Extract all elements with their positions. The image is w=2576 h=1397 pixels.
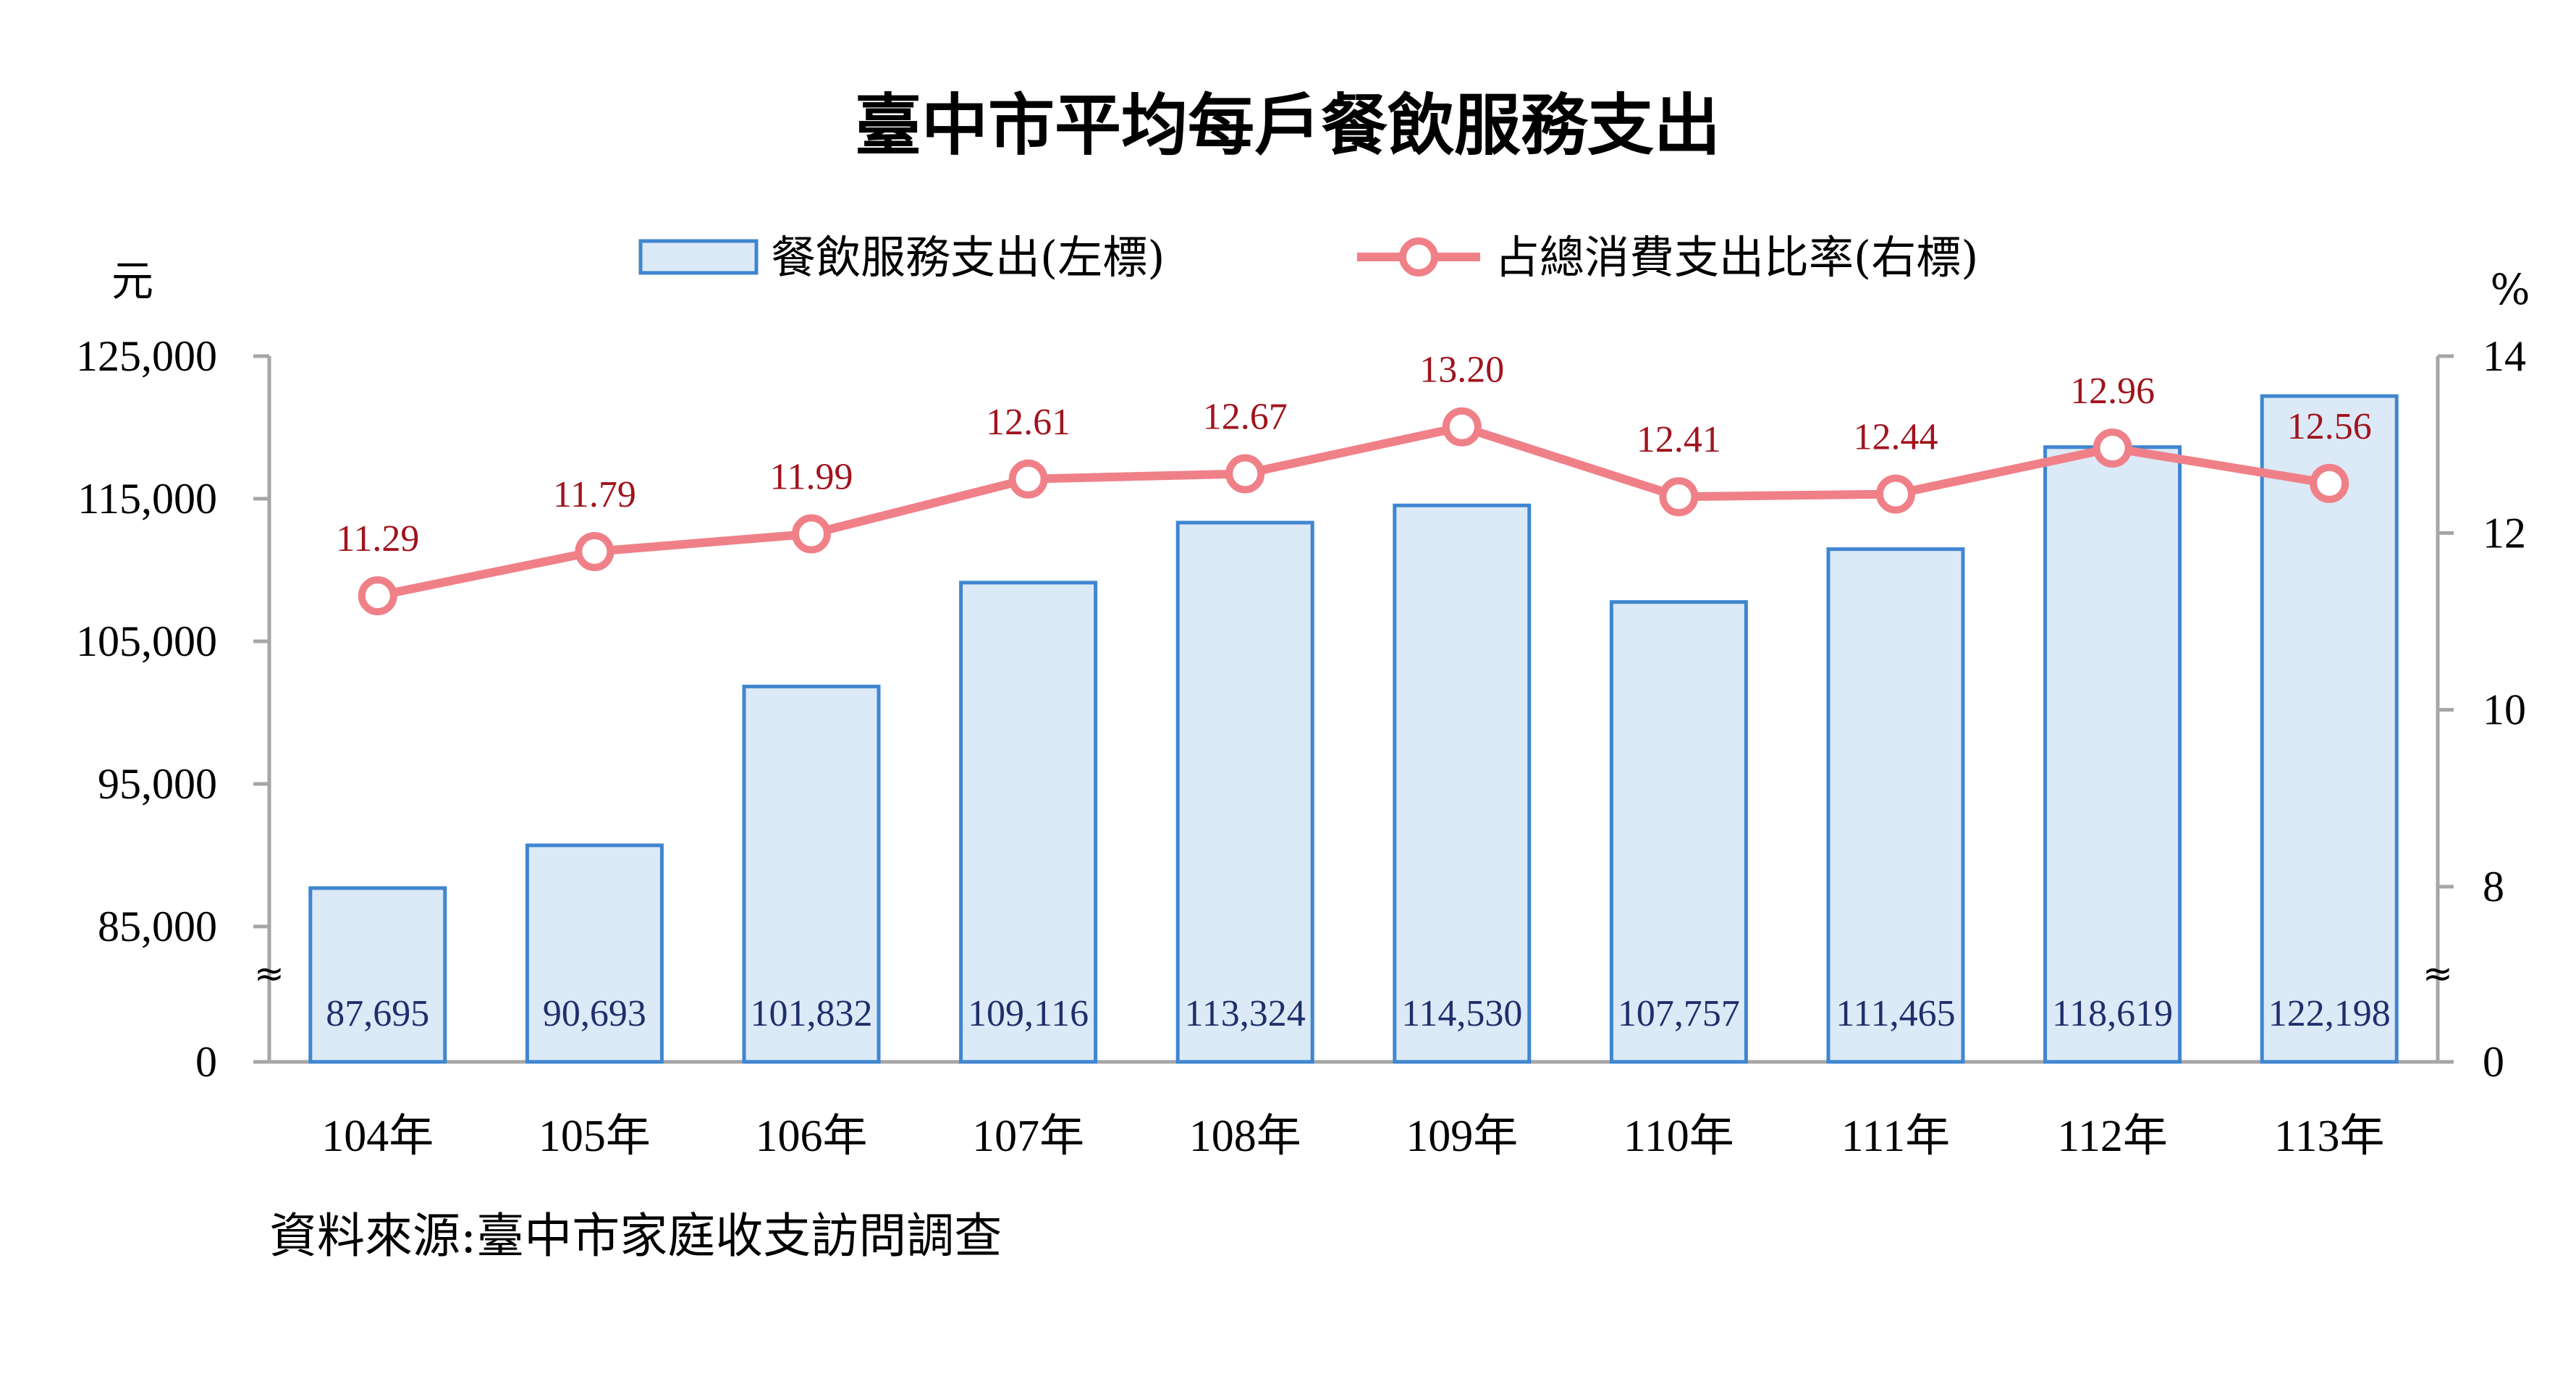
ratio-value-label: 11.29 — [336, 518, 419, 560]
legend-bar-swatch — [638, 239, 759, 275]
ratio-point-4 — [1225, 454, 1265, 494]
legend-line-label: 占總消費支出比率(右標) — [1495, 231, 1978, 284]
ratio-point-8 — [2093, 429, 2132, 468]
bar-value-label: 111,465 — [1836, 993, 1955, 1034]
bar-6 — [1609, 600, 1748, 1064]
chart-title: 臺中市平均每戶餐飲服務支出 — [855, 86, 1720, 164]
left-tick-label: 0 — [195, 1038, 217, 1086]
right-axis-break-symbol: ≈ — [2423, 953, 2453, 995]
left-axis-break-symbol: ≈ — [254, 953, 284, 995]
x-tick-label: 110年 — [1623, 1112, 1734, 1161]
ratio-value-label: 12.56 — [2287, 406, 2372, 447]
left-tick-label: 115,000 — [77, 475, 217, 523]
ratio-point-5 — [1442, 407, 1482, 447]
right-tick-label: 12 — [2483, 509, 2526, 557]
ratio-point-7 — [1876, 474, 1915, 514]
right-axis-unit: % — [2490, 265, 2530, 314]
ratio-value-label: 12.67 — [1203, 396, 1288, 437]
bar-value-label: 87,695 — [326, 993, 429, 1034]
ratio-point-2 — [792, 514, 831, 554]
bar-value-label: 109,116 — [968, 993, 1089, 1034]
bar-7 — [1826, 547, 1965, 1064]
x-tick-label: 111年 — [1841, 1112, 1950, 1161]
right-tick-label: 0 — [2483, 1038, 2504, 1086]
data-labels: 87,695 90,693 101,832 109,116 113,324 114,530… — [326, 350, 2390, 1034]
left-tick-label: 105,000 — [76, 617, 217, 665]
right-tick-label: 10 — [2483, 686, 2526, 734]
bar-0 — [308, 886, 447, 1064]
right-tick-label: 8 — [2483, 863, 2504, 911]
bar-4 — [1175, 520, 1314, 1064]
x-tick-label: 109年 — [1406, 1112, 1518, 1161]
x-tick-label: 104年 — [321, 1112, 434, 1161]
ratio-point-9 — [2310, 463, 2349, 503]
axes: 0 85,000 95,000 105,000 115,000 125,000 0 8 10 12… — [76, 332, 2526, 1161]
bar-1 — [525, 843, 664, 1064]
bar-value-label: 118,619 — [2052, 993, 2173, 1034]
ratio-value-label: 12.44 — [1854, 417, 1938, 458]
left-tick-label: 95,000 — [98, 760, 217, 808]
ratio-value-label: 11.79 — [553, 474, 636, 515]
x-tick-label: 113年 — [2274, 1112, 2385, 1161]
left-axis-unit: 元 — [111, 256, 153, 305]
right-tick-label: 14 — [2483, 332, 2526, 380]
x-tick-label: 108年 — [1189, 1112, 1301, 1161]
bar-8 — [2043, 445, 2182, 1064]
bar-value-label: 122,198 — [2268, 993, 2391, 1034]
bar-value-label: 90,693 — [543, 993, 646, 1034]
ratio-point-0 — [358, 576, 397, 616]
x-tick-label: 107年 — [972, 1112, 1084, 1161]
source-note: 資料來源:臺中市家庭收支訪問調查 — [269, 1208, 1002, 1264]
ratio-value-label: 12.96 — [2070, 371, 2155, 412]
ratio-value-label: 13.20 — [1419, 350, 1504, 391]
bar-3 — [959, 581, 1098, 1064]
bar-value-label: 113,324 — [1185, 993, 1306, 1034]
ratio-value-label: 12.41 — [1637, 419, 1721, 460]
left-tick-label: 125,000 — [76, 332, 217, 380]
x-tick-label: 106年 — [755, 1112, 867, 1161]
ratio-point-1 — [575, 531, 615, 571]
ratio-value-label: 12.61 — [986, 402, 1070, 443]
bar-value-label: 114,530 — [1401, 993, 1522, 1034]
ratio-value-label: 11.99 — [769, 457, 853, 498]
bar-9 — [2260, 394, 2399, 1064]
ratio-line — [376, 422, 2331, 600]
x-tick-label: 112年 — [2057, 1112, 2168, 1161]
legend: 餐飲服務支出(左標) 占總消費支出比率(右標) — [638, 231, 1978, 284]
bar-value-label: 107,757 — [1618, 993, 1740, 1034]
ratio-line-series — [358, 407, 2349, 616]
bars — [308, 394, 2399, 1064]
x-tick-label: 105年 — [539, 1112, 651, 1161]
legend-bar-label: 餐飲服務支出(左標) — [771, 231, 1165, 284]
bar-2 — [742, 684, 881, 1064]
left-tick-label: 85,000 — [98, 903, 217, 950]
ratio-point-6 — [1659, 477, 1699, 517]
bar-value-label: 101,832 — [751, 993, 873, 1034]
bar-5 — [1393, 503, 1532, 1064]
ratio-point-3 — [1008, 459, 1048, 499]
legend-line-marker — [1399, 237, 1438, 277]
